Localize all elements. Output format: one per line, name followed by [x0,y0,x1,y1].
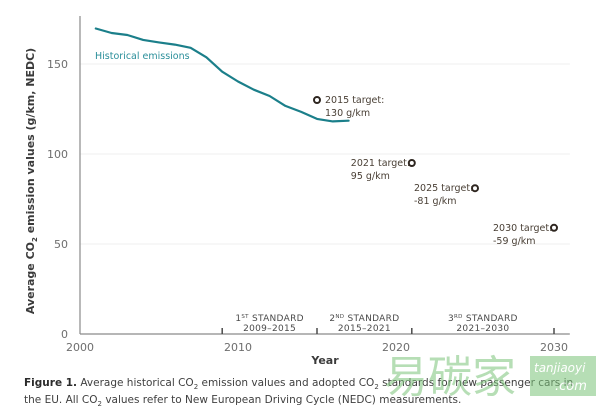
target-label: 2021 target: [351,158,410,169]
x-tick-label: 2010 [224,341,252,354]
target-value-label: -81 g/km [414,196,457,207]
x-tick-label: 2000 [66,341,94,354]
x-axis-title: Year [310,354,339,367]
historical-emissions-line [94,27,350,123]
caption-label: Figure 1. [24,377,78,389]
figure-caption: Figure 1. Average historical CO2 emissio… [24,377,584,411]
x-tick-labels: 2000 2010 2020 2030 [66,341,568,354]
standard-period-label: 2015–2021 [338,324,391,334]
target-value-label: -59 g/km [493,236,536,247]
target-label: 2015 target: [325,95,384,106]
caption-sub: 2 [193,383,199,392]
series-label: Historical emissions [95,51,190,62]
y-tick-label: 0 [61,328,68,341]
target-marker [471,184,479,193]
x-tick-label: 2020 [382,341,410,354]
series-layer: Historical emissions [94,27,350,123]
standard-period-label: 2021–2030 [456,324,509,334]
y-tick-label: 100 [47,148,68,161]
caption-sub: 2 [374,383,379,392]
caption-text: values refer to New European Driving Cyc… [101,394,462,407]
standard-name-label: 2ND STANDARD [329,314,399,324]
axes [79,16,570,335]
target-label: 2030 target: [493,223,552,234]
y-tick-label: 50 [54,238,68,251]
target-label: 2025 target: [414,183,473,194]
target-value-label: 130 g/km [325,108,370,119]
caption-sub: 2 [97,400,102,409]
caption-text: standards for new passenger cars in the … [24,377,574,407]
target-marker [550,223,558,232]
gridlines [80,63,570,245]
standard-name-label: 1ST STANDARD [235,314,304,324]
target-marker [313,96,321,104]
standard-period-label: 2009–2015 [243,324,296,334]
x-tick-label: 2030 [540,341,568,354]
y-tick-label: 150 [47,58,68,71]
target-marker [407,159,416,167]
targets-layer: 2015 target: 130 g/km 2021 target: 95 g/km 2… [313,95,558,247]
standard-name-label: 3RD STANDARD [448,314,518,324]
target-value-label: 95 g/km [351,171,390,182]
y-axis-title: Average CO2 emission values (g/km, NEDC) [24,48,39,314]
y-tick-labels: 0 50 100 150 [47,58,68,341]
caption-text: Average historical CO [77,377,194,389]
caption-text: emission values and adopted CO [198,377,375,389]
